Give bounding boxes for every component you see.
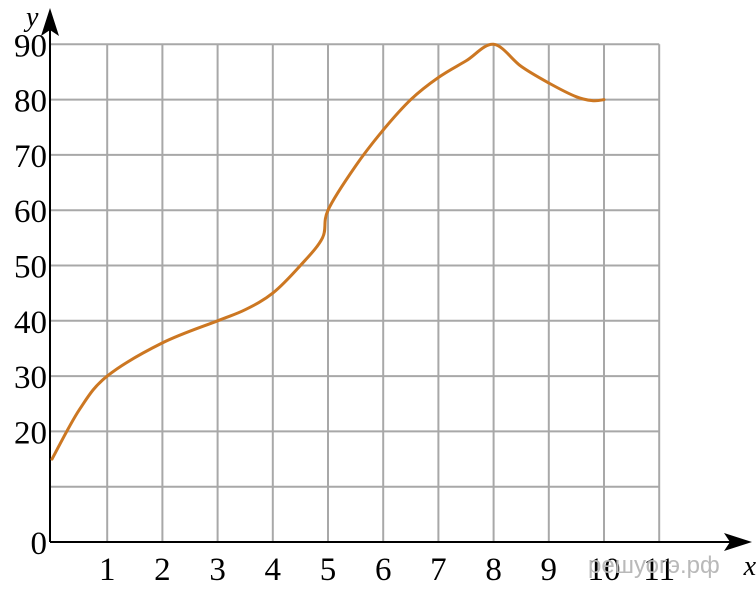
axes: x y <box>23 2 756 582</box>
x-tick-label: 4 <box>265 552 282 588</box>
y-tick-label: 20 <box>14 415 47 451</box>
x-tick-label: 1 <box>99 552 116 588</box>
x-tick-label: 2 <box>154 552 171 588</box>
y-tick-label: 90 <box>14 28 47 64</box>
y-axis-arrow <box>41 8 59 36</box>
x-tick-label: 10 <box>588 552 621 588</box>
x-tick-label: 9 <box>541 552 558 588</box>
y-tick-label: 80 <box>14 84 47 120</box>
y-tick-label: 70 <box>14 139 47 175</box>
x-tick-label: 11 <box>643 552 675 588</box>
x-tick-label: 7 <box>430 552 447 588</box>
x-tick-label: 5 <box>320 552 337 588</box>
y-axis-label: y <box>23 2 39 33</box>
y-tick-label: 40 <box>14 305 47 341</box>
y-tick-label: 60 <box>14 194 47 230</box>
series-line <box>50 42 606 461</box>
y-tick-label: 30 <box>14 360 47 396</box>
x-tick-label: 8 <box>485 552 502 588</box>
watermark: решуогэ.рф <box>588 552 720 579</box>
grid <box>50 43 661 542</box>
x-tick-label: 3 <box>209 552 226 588</box>
x-axis-label: x <box>743 551 756 582</box>
x-tick-label: 6 <box>375 552 392 588</box>
y-tick-label: 50 <box>14 250 47 286</box>
x-axis-arrow <box>724 533 752 551</box>
y-tick-label: 0 <box>31 526 48 562</box>
tick-labels: 1 2 3 4 5 6 7 8 9 10 11 0 20 30 40 50 60 70 80 90 <box>14 28 675 588</box>
